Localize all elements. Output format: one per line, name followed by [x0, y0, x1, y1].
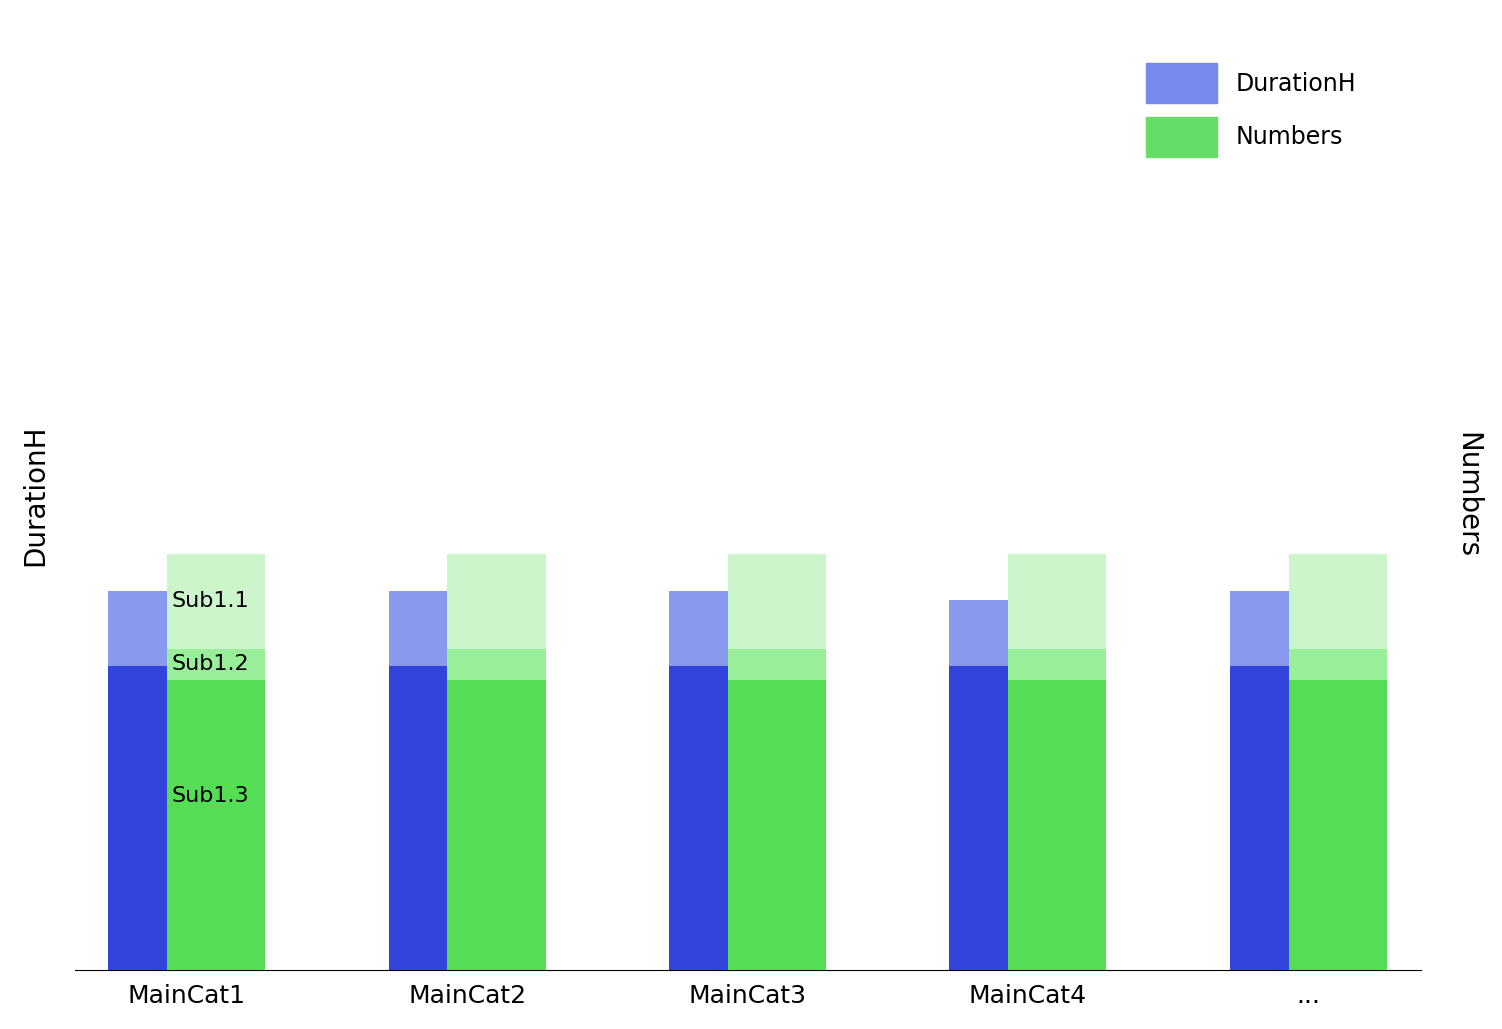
- Bar: [389, 591, 487, 667]
- Bar: [448, 680, 545, 970]
- Text: Sub1.1: Sub1.1: [171, 591, 249, 611]
- Bar: [1289, 554, 1386, 648]
- Bar: [949, 600, 1047, 667]
- Y-axis label: DurationH: DurationH: [21, 425, 50, 566]
- Bar: [389, 667, 487, 970]
- Bar: [167, 554, 266, 648]
- Bar: [1008, 554, 1107, 648]
- Text: Sub1.2: Sub1.2: [171, 654, 249, 674]
- Bar: [167, 648, 266, 680]
- Bar: [1230, 591, 1328, 667]
- Bar: [108, 667, 206, 970]
- Bar: [1008, 648, 1107, 680]
- Bar: [1289, 648, 1386, 680]
- Legend: DurationH, Numbers: DurationH, Numbers: [1134, 51, 1368, 169]
- Bar: [728, 680, 826, 970]
- Bar: [668, 591, 768, 667]
- Bar: [1008, 680, 1107, 970]
- Bar: [448, 554, 545, 648]
- Y-axis label: Numbers: Numbers: [1452, 432, 1481, 559]
- Bar: [728, 648, 826, 680]
- Text: Sub1.3: Sub1.3: [171, 786, 249, 806]
- Bar: [448, 648, 545, 680]
- Bar: [1230, 667, 1328, 970]
- Bar: [108, 591, 206, 667]
- Bar: [949, 667, 1047, 970]
- Bar: [1289, 680, 1386, 970]
- Bar: [167, 680, 266, 970]
- Bar: [668, 667, 768, 970]
- Bar: [728, 554, 826, 648]
